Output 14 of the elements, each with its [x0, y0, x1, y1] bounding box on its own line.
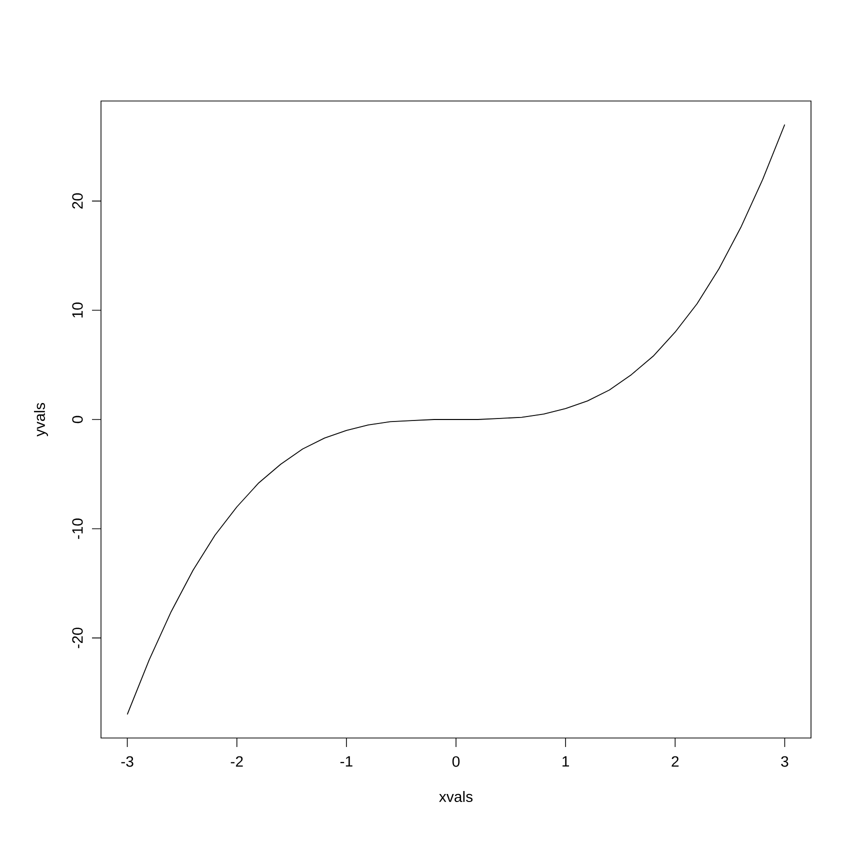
y-tick-label: 20 [72, 193, 83, 209]
x-tick-label: -3 [121, 756, 134, 767]
y-tick-label: 0 [72, 416, 83, 424]
y-tick-label: -20 [72, 628, 83, 648]
x-tick-label: 2 [672, 756, 679, 767]
y-tick-label: 10 [72, 302, 83, 318]
x-tick-label: -2 [230, 756, 243, 767]
x-tick-label: 1 [562, 756, 570, 767]
x-tick-label: 0 [452, 756, 460, 767]
x-axis-title: xvals [439, 791, 473, 802]
x-tick-label: 3 [781, 756, 788, 767]
y-axis-title: yvals [34, 402, 48, 437]
y-tick-label: -10 [72, 518, 83, 539]
x-tick-label: -1 [340, 756, 352, 767]
